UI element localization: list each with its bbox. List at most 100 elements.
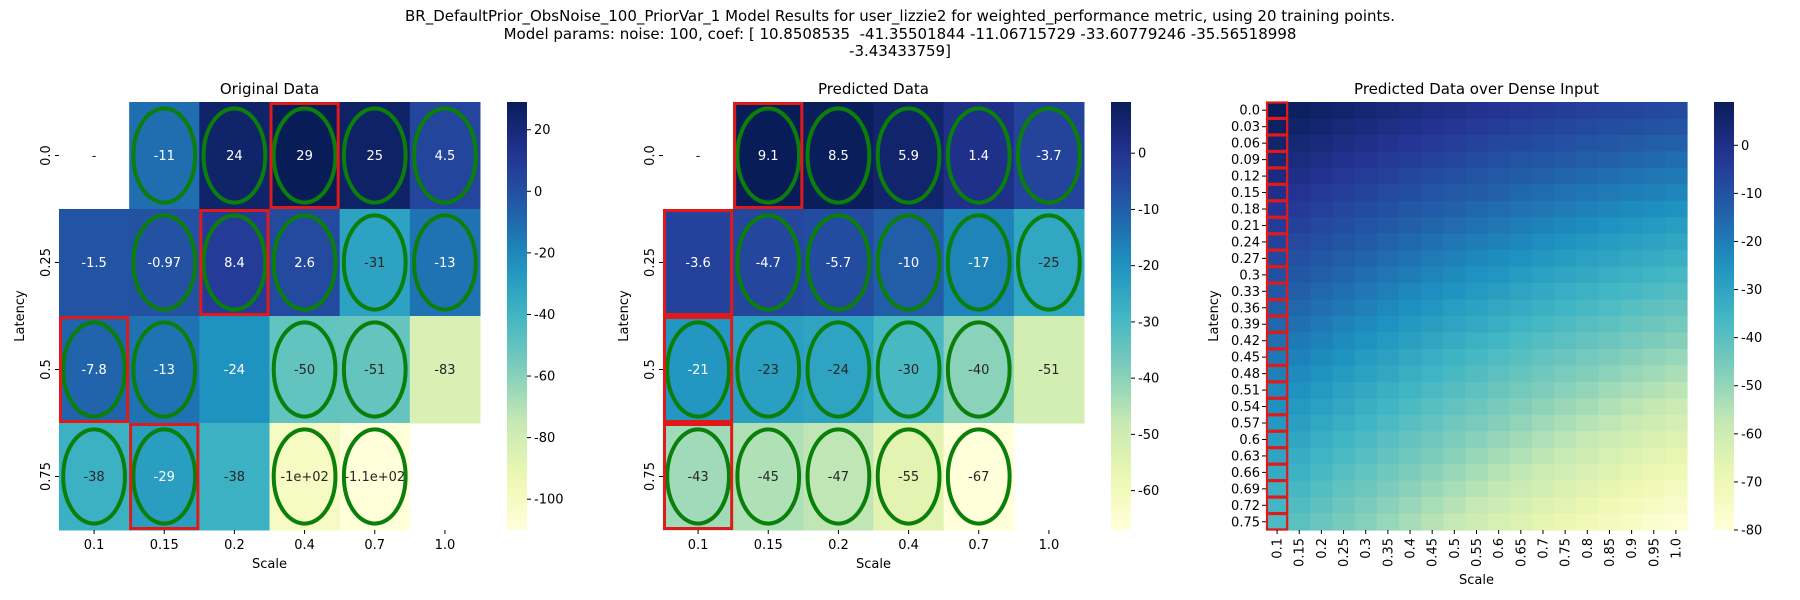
heatmap-cell [1310,266,1334,284]
heatmap-cell [1465,134,1489,152]
colorbar-gradient [507,102,527,530]
heatmap-cell [1376,365,1400,383]
colorbar-1: 20 0 -20 -40 -60 -80 -100 [507,102,564,530]
cell-label: - [696,149,701,164]
heatmap-cell [1509,299,1533,317]
heatmap-cell [803,316,874,424]
heatmap-cell [1598,348,1622,366]
heatmap-cell [1421,414,1444,432]
heatmap-cell [1398,497,1422,515]
cell-label: -51 [1038,363,1059,378]
heatmap-cell [1266,464,1289,482]
heatmap-cell [1531,431,1555,449]
heatmap-cell [1465,250,1489,268]
heatmap-cell [1376,266,1400,284]
heatmap-cell [1554,134,1577,152]
heatmap-cell [1443,348,1467,366]
heatmap-cell [1598,102,1622,120]
highlight-ellipse [341,213,408,312]
y-tick-label: 0.24 [1231,235,1260,250]
heatmap-cell [1465,167,1489,185]
x-tick-label: 0.25 [1337,538,1352,567]
heatmap-cell [1332,102,1356,120]
heatmap-cell [1421,266,1444,284]
heatmap-cell [1576,266,1599,284]
heatmap-cell [1332,233,1356,251]
cell-label: 9.1 [758,149,779,164]
heatmap-cell [1376,167,1400,185]
y-tick-label: 0.09 [1231,153,1260,168]
heatmap-cell [1531,102,1555,120]
y-tick-label: 0.39 [1231,318,1260,333]
heatmap-cell [1642,184,1666,202]
heatmap-cell [1554,118,1577,136]
heatmap-cell [1443,184,1467,202]
highlight-ellipse [665,320,731,419]
heatmap-cell [1554,497,1577,515]
heatmap-cell [1620,151,1644,169]
heatmap-cell [1354,283,1378,301]
heatmap-cell [269,316,341,424]
heatmap-cell [1487,464,1511,482]
heatmap-cell [1398,332,1422,350]
x-tick-label: 0.4 [294,538,315,553]
heatmap-cell [1443,283,1467,301]
highlight-ellipse [341,106,408,205]
heatmap-cell [1288,348,1311,366]
heatmap-cell [1465,381,1489,399]
y-tick-label: 0.0 [39,145,54,166]
cell-label: 4.5 [435,149,456,164]
y-tick-label: 0.18 [1231,203,1260,218]
highlight-ellipse [945,106,1012,205]
heatmap-cell [1554,398,1577,416]
heatmap-cell [1376,151,1400,169]
heatmap-cell [1376,200,1400,218]
heatmap-cell [1421,283,1444,301]
y-tick-label: 0.5 [643,359,658,380]
heatmap-cell [1509,200,1533,218]
heatmap-cell [1376,348,1400,366]
heatmap-cell [1642,316,1666,334]
heatmap-cell [1310,151,1334,169]
heatmap-cell [1310,447,1334,465]
heatmap-cell [1310,431,1334,449]
heatmap-cell [1421,381,1444,399]
heatmap-cell [1576,250,1599,268]
heatmap-cell [1576,233,1599,251]
heatmap-cell [1531,497,1555,515]
heatmap-cell [1509,184,1533,202]
x-tick-label: 0.6 [1492,538,1507,559]
cell-label: -13 [154,363,175,378]
heatmap-cell [1465,102,1489,120]
heatmap-cell [1266,431,1289,449]
y-tick-label: 0.03 [1231,120,1260,135]
y-tick-label: 0.33 [1231,285,1260,300]
heatmap-cell [409,102,481,210]
heatmap-cell [1332,414,1356,432]
heatmap-cell [1266,348,1289,366]
cell-label: -1e+02 [280,470,328,485]
colorbar-tick-label: 20 [534,123,551,138]
heatmap-cell [1354,316,1378,334]
heatmap-cell [1620,332,1644,350]
colorbar-tick-label: -40 [534,308,555,323]
heatmap-cell [1013,316,1085,424]
heatmap-cell [1443,200,1467,218]
highlight-box [663,209,734,316]
heatmap-cell [1576,217,1599,235]
x-tick-label: 0.4 [1404,538,1419,559]
heatmap-cell [1266,513,1289,531]
heatmap-cell [1598,332,1622,350]
highlight-ellipse [61,320,127,419]
x-axis-label: Scale [856,557,891,572]
heatmap-cell [1354,233,1378,251]
highlight-ellipse [201,213,268,312]
heatmap-cell [59,209,130,317]
heatmap-cell [1509,332,1533,350]
highlight-ellipse [805,427,872,526]
heatmap-cell [1266,118,1289,136]
heatmap-cell [1576,497,1599,515]
heatmap-cell [1310,464,1334,482]
heatmap-cell [1487,102,1511,120]
heatmap-cell [1642,167,1666,185]
